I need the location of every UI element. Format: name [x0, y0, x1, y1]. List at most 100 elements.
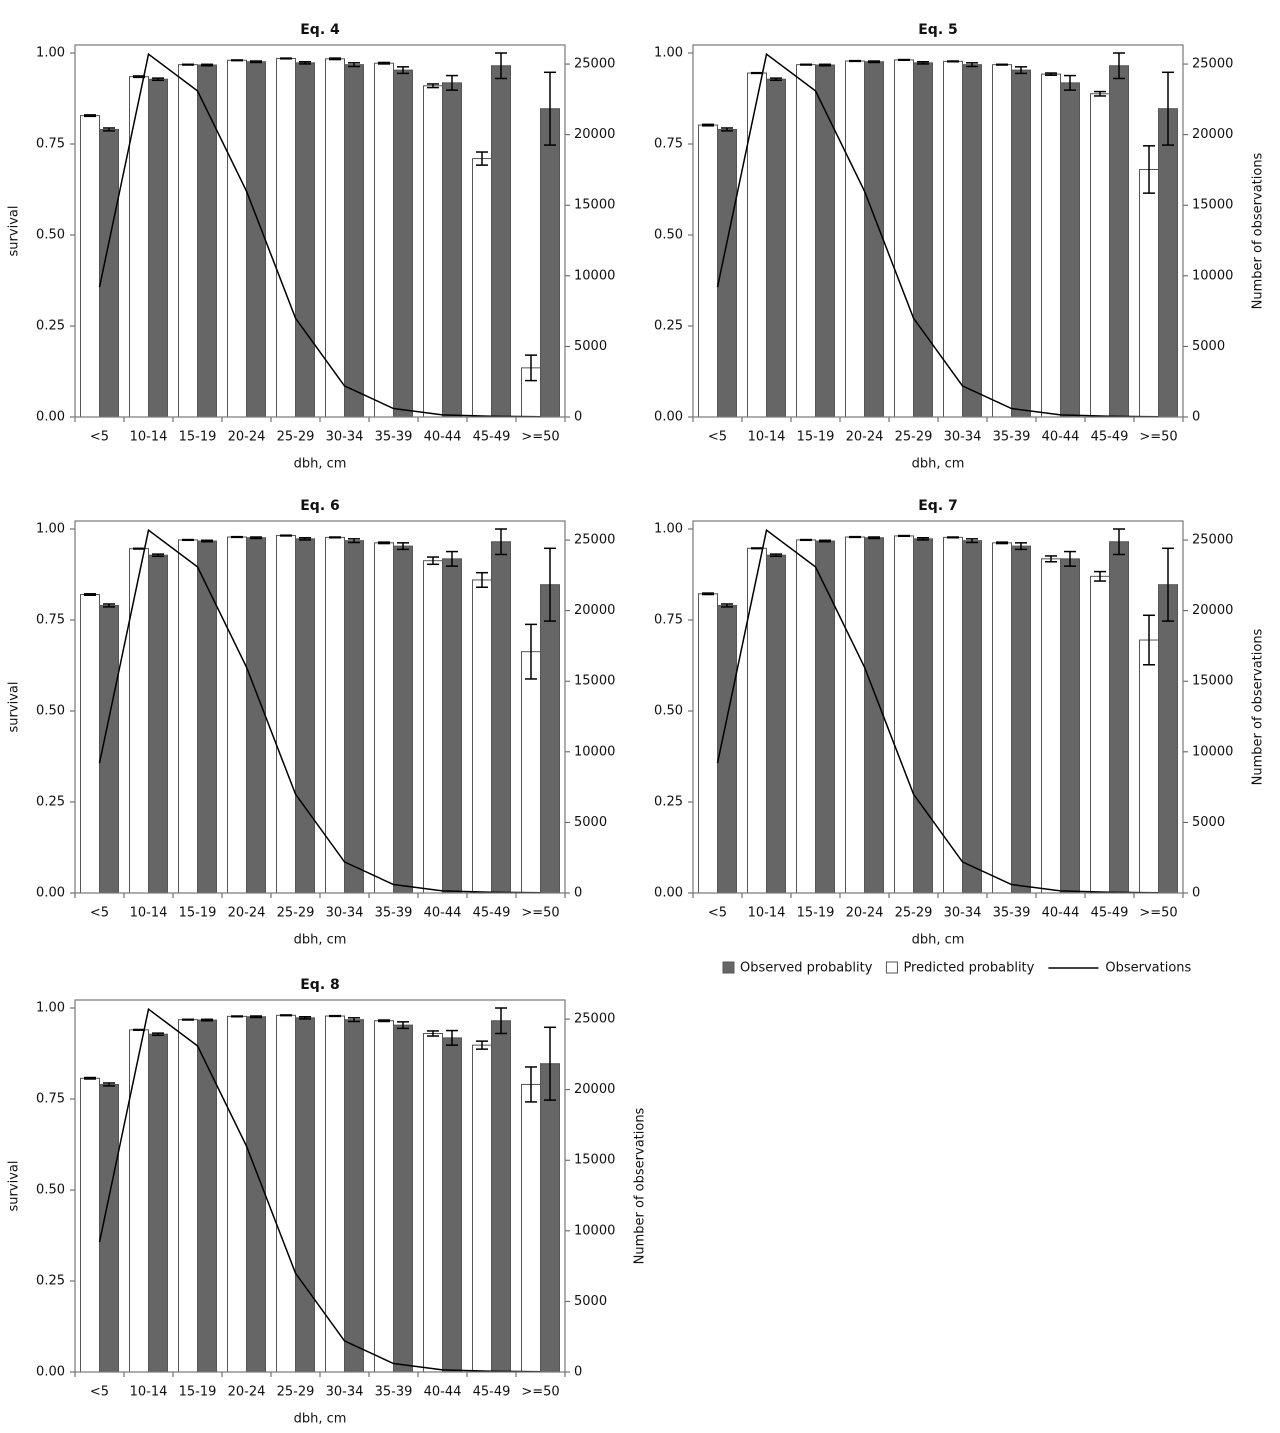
bar	[913, 538, 933, 894]
x-tick-label: 15-19	[797, 906, 835, 921]
x-tick-label: 30-34	[944, 430, 982, 445]
error-bar	[280, 1014, 292, 1017]
y-tick-label: 0.25	[36, 1274, 65, 1289]
bar	[962, 540, 982, 894]
bar	[472, 1044, 492, 1373]
y2-tick-label: 5000	[574, 1294, 607, 1309]
x-tick-label: 25-29	[277, 906, 315, 921]
error-bar	[201, 1018, 213, 1022]
bar	[1158, 108, 1178, 418]
bar	[1090, 93, 1110, 418]
bar	[129, 548, 149, 894]
y-tick-label: 1.00	[36, 46, 65, 61]
bar	[913, 62, 933, 418]
x-tick-label: <5	[708, 906, 727, 921]
error-bar	[348, 1017, 360, 1023]
bar	[80, 1077, 100, 1373]
error-bar	[1094, 90, 1106, 97]
y-tick-label: 0.75	[654, 137, 683, 152]
y-axis-label: survival	[7, 1161, 22, 1212]
legend-label: Predicted probablity	[903, 961, 1034, 976]
bar	[815, 540, 835, 894]
error-bar	[231, 59, 243, 62]
error-bar	[819, 539, 831, 543]
error-bar	[397, 542, 409, 551]
x-tick-label: 25-29	[895, 430, 933, 445]
bar	[227, 1015, 247, 1373]
error-bar	[1045, 72, 1057, 76]
error-bar	[849, 535, 861, 539]
y-tick-label: 0.75	[36, 613, 65, 628]
y2-tick-label: 20000	[574, 1082, 615, 1097]
error-bar	[378, 61, 390, 65]
error-bar	[917, 60, 929, 65]
y-tick-label: 0.25	[36, 319, 65, 334]
y-tick-label: 1.00	[654, 46, 683, 61]
bar	[276, 57, 296, 418]
error-bar	[1015, 542, 1027, 551]
y-tick-label: 0.75	[36, 137, 65, 152]
y2-tick-label: 0	[574, 886, 582, 901]
error-bar	[770, 553, 782, 558]
plot-frame	[74, 44, 566, 418]
error-bar	[819, 63, 831, 67]
error-bar	[544, 1026, 556, 1101]
chart-title: Eq. 5	[918, 22, 958, 38]
error-bar	[898, 534, 910, 538]
bar	[423, 560, 443, 894]
bar	[472, 579, 492, 894]
error-bar	[84, 114, 96, 118]
x-axis-label: dbh, cm	[294, 933, 347, 948]
error-bar	[446, 550, 458, 567]
error-bar	[329, 536, 341, 539]
error-bar	[103, 603, 115, 608]
error-bar	[1162, 71, 1174, 146]
bar	[295, 62, 315, 418]
bar	[276, 535, 296, 894]
x-tick-label: 45-49	[1091, 906, 1129, 921]
error-bar	[250, 536, 262, 540]
bar	[521, 1083, 541, 1373]
error-bar	[84, 593, 96, 597]
error-bar	[495, 528, 507, 556]
error-bar	[299, 60, 311, 65]
bar	[992, 542, 1012, 894]
x-tick-label: 30-34	[944, 906, 982, 921]
bar	[344, 1019, 364, 1373]
chart-title: Eq. 6	[300, 498, 340, 514]
bar	[1109, 65, 1129, 418]
plot-frame	[74, 999, 566, 1373]
bar	[894, 59, 914, 418]
legend-label: Observations	[1105, 961, 1191, 976]
y2-tick-label: 5000	[574, 339, 607, 354]
error-bar	[476, 1040, 488, 1050]
error-bar	[1143, 614, 1155, 666]
x-tick-label: 45-49	[1091, 430, 1129, 445]
x-tick-label: 35-39	[993, 430, 1031, 445]
y2-tick-label: 0	[1192, 410, 1200, 425]
error-bar	[103, 127, 115, 132]
chart-title: Eq. 8	[300, 977, 340, 993]
error-bar	[917, 536, 929, 541]
y-tick-label: 0.50	[654, 228, 683, 243]
error-bar	[525, 354, 537, 382]
bar	[246, 1016, 266, 1373]
x-tick-label: 20-24	[846, 430, 884, 445]
bar	[148, 78, 168, 418]
error-bar	[103, 1082, 115, 1087]
y2-tick-label: 25000	[574, 1012, 615, 1027]
error-bar	[397, 66, 409, 75]
x-tick-label: 25-29	[277, 430, 315, 445]
error-bar	[329, 1014, 341, 1018]
x-tick-label: 20-24	[846, 906, 884, 921]
error-bar	[231, 1015, 243, 1018]
x-tick-label: 15-19	[179, 1385, 217, 1400]
error-bar	[868, 536, 880, 540]
x-tick-label: 20-24	[228, 430, 266, 445]
y-tick-label: 0.00	[36, 410, 65, 425]
x-tick-label: 45-49	[473, 1385, 511, 1400]
bar	[344, 64, 364, 418]
bar	[374, 62, 394, 418]
error-bar	[299, 1015, 311, 1020]
error-bar	[849, 59, 861, 63]
